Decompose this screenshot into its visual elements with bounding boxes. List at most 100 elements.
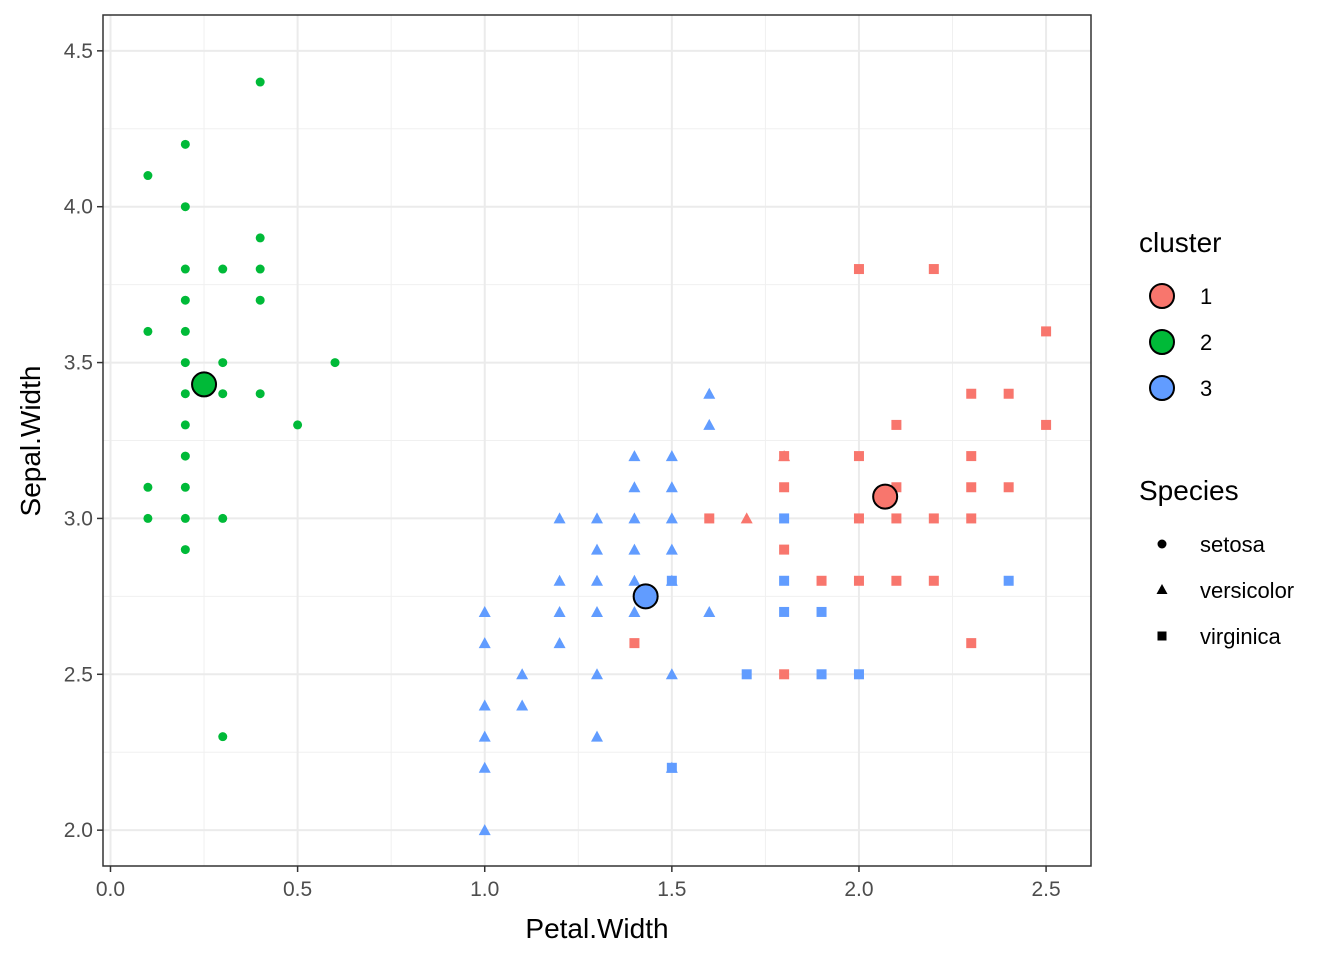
point-virginica — [853, 513, 864, 524]
point-versicolor — [591, 605, 603, 617]
point-virginica — [1003, 388, 1014, 399]
point-versicolor — [553, 512, 566, 524]
point-versicolor — [516, 668, 529, 680]
point-virginica — [891, 419, 902, 430]
point-virginica — [853, 669, 864, 680]
point-virginica — [816, 669, 827, 680]
species-legend-key-virginica — [1157, 631, 1167, 641]
x-tick-label: 2.5 — [1031, 878, 1060, 901]
y-tick-label: 2.0 — [64, 819, 93, 842]
grid-major — [103, 15, 1091, 866]
centroid-cluster-3 — [632, 583, 659, 610]
point-setosa — [180, 389, 190, 399]
point-virginica — [966, 482, 977, 493]
point-virginica — [666, 575, 677, 586]
point-versicolor — [591, 730, 603, 742]
point-versicolor — [553, 605, 566, 617]
point-virginica — [629, 638, 640, 649]
point-virginica — [1003, 575, 1014, 586]
cluster-centroids — [191, 371, 899, 610]
point-setosa — [143, 513, 153, 523]
point-setosa — [180, 295, 190, 305]
point-virginica — [816, 575, 827, 586]
point-setosa — [180, 420, 190, 430]
point-virginica — [966, 451, 977, 462]
x-tick-label: 2.0 — [844, 878, 873, 901]
cluster-legend-label-1: 1 — [1200, 284, 1212, 309]
point-versicolor — [740, 512, 753, 524]
point-versicolor — [478, 824, 491, 836]
point-versicolor — [665, 450, 678, 462]
point-virginica — [1041, 326, 1052, 337]
point-setosa — [255, 295, 265, 305]
point-versicolor — [478, 730, 491, 742]
point-virginica — [853, 264, 864, 275]
point-setosa — [293, 420, 303, 430]
point-virginica — [779, 544, 790, 555]
point-setosa — [218, 513, 228, 523]
point-versicolor — [553, 574, 566, 586]
point-virginica — [928, 575, 939, 586]
point-setosa — [330, 358, 340, 368]
point-virginica — [928, 513, 939, 524]
point-versicolor — [591, 512, 603, 524]
y-tick-label: 2.5 — [64, 663, 93, 686]
point-versicolor — [665, 668, 678, 680]
point-virginica — [928, 264, 939, 275]
point-virginica — [1041, 419, 1052, 430]
cluster-legend-key-1 — [1149, 283, 1175, 309]
y-axis: 2.0 2.5 3.0 3.5 4.0 4.5 — [64, 40, 103, 842]
point-virginica — [1003, 482, 1014, 493]
y-tick-label: 4.5 — [64, 40, 93, 63]
point-versicolor — [628, 512, 641, 524]
point-virginica — [779, 575, 790, 586]
x-tick-label: 0.5 — [283, 878, 312, 901]
point-setosa — [180, 513, 190, 523]
point-setosa — [180, 202, 190, 212]
cluster-legend: cluster 1 2 3 — [1139, 227, 1221, 401]
y-tick-label: 3.5 — [64, 352, 93, 375]
point-virginica — [966, 388, 977, 399]
point-versicolor — [478, 637, 491, 649]
centroid-cluster-2 — [191, 371, 218, 398]
point-versicolor — [591, 543, 603, 555]
point-virginica — [966, 513, 977, 524]
point-setosa — [180, 139, 190, 149]
point-versicolor — [628, 574, 641, 586]
point-virginica — [816, 606, 827, 617]
cluster-legend-key-3 — [1149, 375, 1175, 401]
point-versicolor — [703, 418, 716, 430]
cluster-legend-label-3: 3 — [1200, 376, 1212, 401]
point-virginica — [779, 482, 790, 493]
point-versicolor — [478, 699, 491, 711]
point-setosa — [180, 264, 190, 274]
point-setosa — [143, 326, 153, 336]
point-versicolor — [665, 481, 678, 493]
cluster-legend-key-2 — [1149, 329, 1175, 355]
point-virginica — [779, 606, 790, 617]
point-virginica — [666, 762, 677, 773]
point-virginica — [891, 482, 902, 493]
point-virginica — [741, 669, 752, 680]
point-setosa — [143, 482, 153, 492]
point-virginica — [779, 451, 790, 462]
point-versicolor — [628, 481, 641, 493]
point-versicolor — [703, 387, 716, 399]
point-versicolor — [665, 512, 678, 524]
point-setosa — [143, 171, 153, 181]
species-legend-label-versicolor: versicolor — [1200, 578, 1294, 603]
point-versicolor — [478, 605, 491, 617]
point-versicolor — [516, 699, 529, 711]
x-axis-title: Petal.Width — [525, 913, 668, 944]
point-versicolor — [591, 668, 603, 680]
point-virginica — [779, 669, 790, 680]
species-legend-key-versicolor — [1156, 584, 1168, 594]
point-setosa — [218, 358, 228, 368]
x-tick-label: 1.5 — [657, 878, 686, 901]
species-legend-key-setosa — [1157, 539, 1167, 549]
point-versicolor — [478, 761, 491, 773]
point-setosa — [180, 545, 190, 555]
grid-minor — [103, 15, 1091, 866]
species-legend: Species setosa versicolor virginica — [1139, 475, 1294, 649]
